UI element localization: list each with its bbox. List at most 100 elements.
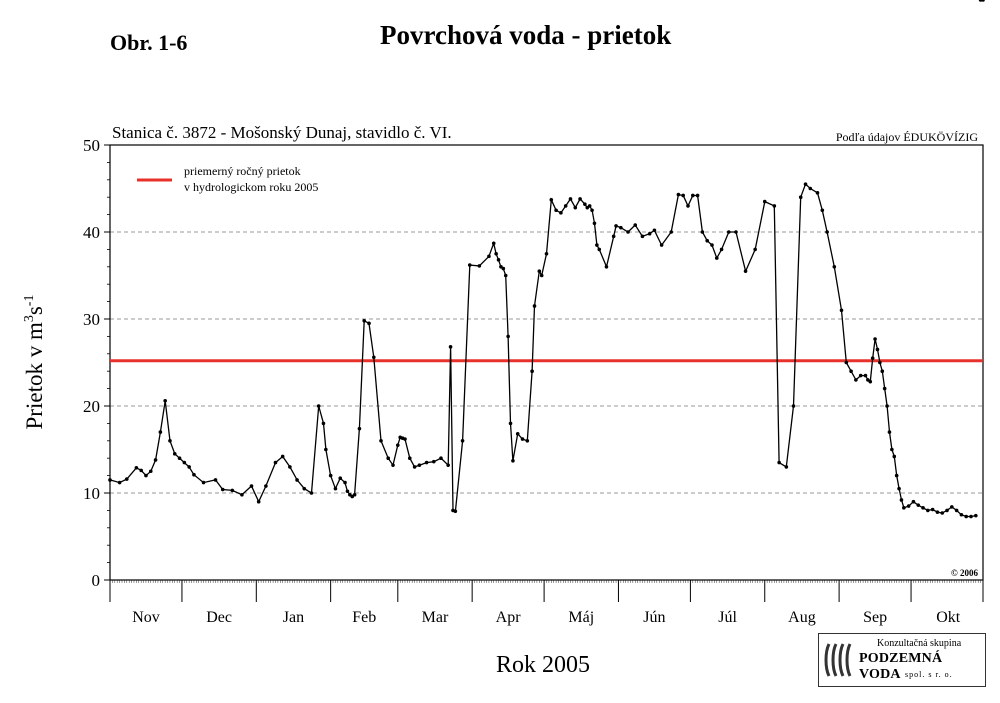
flow-data-point <box>295 478 299 482</box>
flow-data-point <box>508 421 513 426</box>
flow-data-point <box>652 228 657 233</box>
flow-data-point <box>153 458 158 462</box>
flow-data-point <box>525 439 530 443</box>
flow-data-point <box>412 465 417 469</box>
flow-data-point <box>640 234 645 239</box>
flow-data-point <box>902 505 906 510</box>
x-month-label: Aug <box>788 609 816 626</box>
x-axis-label: Rok 2005 <box>496 652 590 678</box>
x-month-label: Apr <box>496 609 522 626</box>
flow-data-point <box>762 199 767 204</box>
flow-data-point <box>163 398 167 403</box>
flow-data-point <box>448 345 453 349</box>
flow-data-point <box>890 447 894 452</box>
x-month-label: Sep <box>863 609 887 626</box>
flow-data-point <box>288 465 292 469</box>
flow-data-point <box>554 208 558 213</box>
flow-data-point <box>854 378 858 382</box>
flow-data-point <box>177 456 182 461</box>
logo-top-text: Konzultačná skupina <box>877 638 962 649</box>
flow-data-point <box>791 404 796 408</box>
flow-data-point <box>686 204 690 208</box>
flow-data-point <box>506 334 510 339</box>
logo-bottom-text: spol. s r. o. <box>905 670 953 679</box>
flow-data-point <box>719 247 724 252</box>
y-tick-label: 20 <box>83 397 100 416</box>
flow-data-point <box>240 492 244 497</box>
flow-data-point <box>302 486 307 491</box>
flow-data-point <box>626 230 630 234</box>
flow-data-point <box>496 258 501 262</box>
flow-data-point <box>532 304 537 308</box>
flow-data-point <box>520 437 525 441</box>
flow-data-point <box>530 369 534 374</box>
flow-data-point <box>108 478 112 482</box>
flow-data-point <box>280 454 285 459</box>
flow-data-point <box>734 230 738 234</box>
y-axis-label: Prietok v m3s-1 <box>22 295 47 430</box>
flow-data-point <box>803 182 808 186</box>
flow-data-point <box>681 193 686 198</box>
source-note: Podľa údajov ÉDUKÖVÍZIG <box>836 130 979 144</box>
flow-data-point <box>777 460 781 465</box>
flow-data-point <box>887 430 892 434</box>
flow-data-point <box>148 469 153 474</box>
flow-data-point <box>357 426 362 431</box>
chart-title: Stanica č. 3872 - Mošonský Dunaj, stavid… <box>112 123 452 142</box>
flow-data-point <box>772 204 777 208</box>
x-month-label: Máj <box>568 609 594 626</box>
flow-data-point <box>974 513 978 518</box>
flow-data-point <box>897 486 901 491</box>
flow-data-point <box>710 243 714 247</box>
flow-data-point <box>158 430 163 434</box>
flow-data-point <box>583 202 587 206</box>
x-month-label: Júl <box>718 609 737 626</box>
flow-data-point <box>753 247 757 252</box>
flow-data-point <box>885 404 889 408</box>
plot-frame <box>109 144 984 581</box>
flow-data-point <box>604 265 609 269</box>
flow-data-point <box>501 266 506 271</box>
flow-data-point <box>321 421 326 426</box>
flow-data-point <box>690 193 695 198</box>
logo-main-text: PODZEMNÁ VODA <box>859 651 943 682</box>
flow-data-point <box>705 238 709 243</box>
flow-data-point <box>403 437 407 441</box>
flow-data-point <box>187 465 191 469</box>
flow-series-line <box>109 182 976 518</box>
flow-data-point <box>849 369 853 374</box>
flow-data-point <box>911 499 916 504</box>
flow-data-point <box>352 492 357 497</box>
flow-data-point <box>870 356 875 360</box>
flow-data-point <box>172 452 177 456</box>
y-tick-label: 10 <box>83 484 100 503</box>
flow-data-point <box>367 321 371 326</box>
flow-data-point <box>587 204 592 208</box>
flow-data-point <box>784 465 789 469</box>
flow-data-point <box>537 269 542 273</box>
flow-data-point <box>614 224 618 228</box>
figure-title: Povrchová voda - prietok <box>380 20 672 50</box>
flow-data-point <box>825 230 829 234</box>
flow-data-point <box>882 386 887 391</box>
flow-data-point <box>256 499 261 504</box>
flow-data-point <box>182 460 187 465</box>
flow-data-point <box>539 273 544 278</box>
flow-data-point <box>839 308 844 313</box>
flow-data-point <box>431 459 436 464</box>
flow-data-point <box>386 456 391 461</box>
flow-data-point <box>559 211 563 215</box>
flow-data-point <box>139 468 143 473</box>
flow-data-point <box>467 263 472 267</box>
flow-data-point <box>568 197 573 201</box>
flow-data-point <box>220 487 225 492</box>
flow-data-point <box>144 473 148 478</box>
flow-data-point <box>945 508 949 513</box>
wave-logo-icon <box>824 643 852 677</box>
y-tick-label: 50 <box>83 136 100 155</box>
flow-data-point <box>515 432 520 436</box>
flow-data-point <box>950 505 954 509</box>
flow-data-point <box>868 379 873 384</box>
flow-data-point <box>921 505 925 510</box>
flow-data-point <box>213 478 218 482</box>
